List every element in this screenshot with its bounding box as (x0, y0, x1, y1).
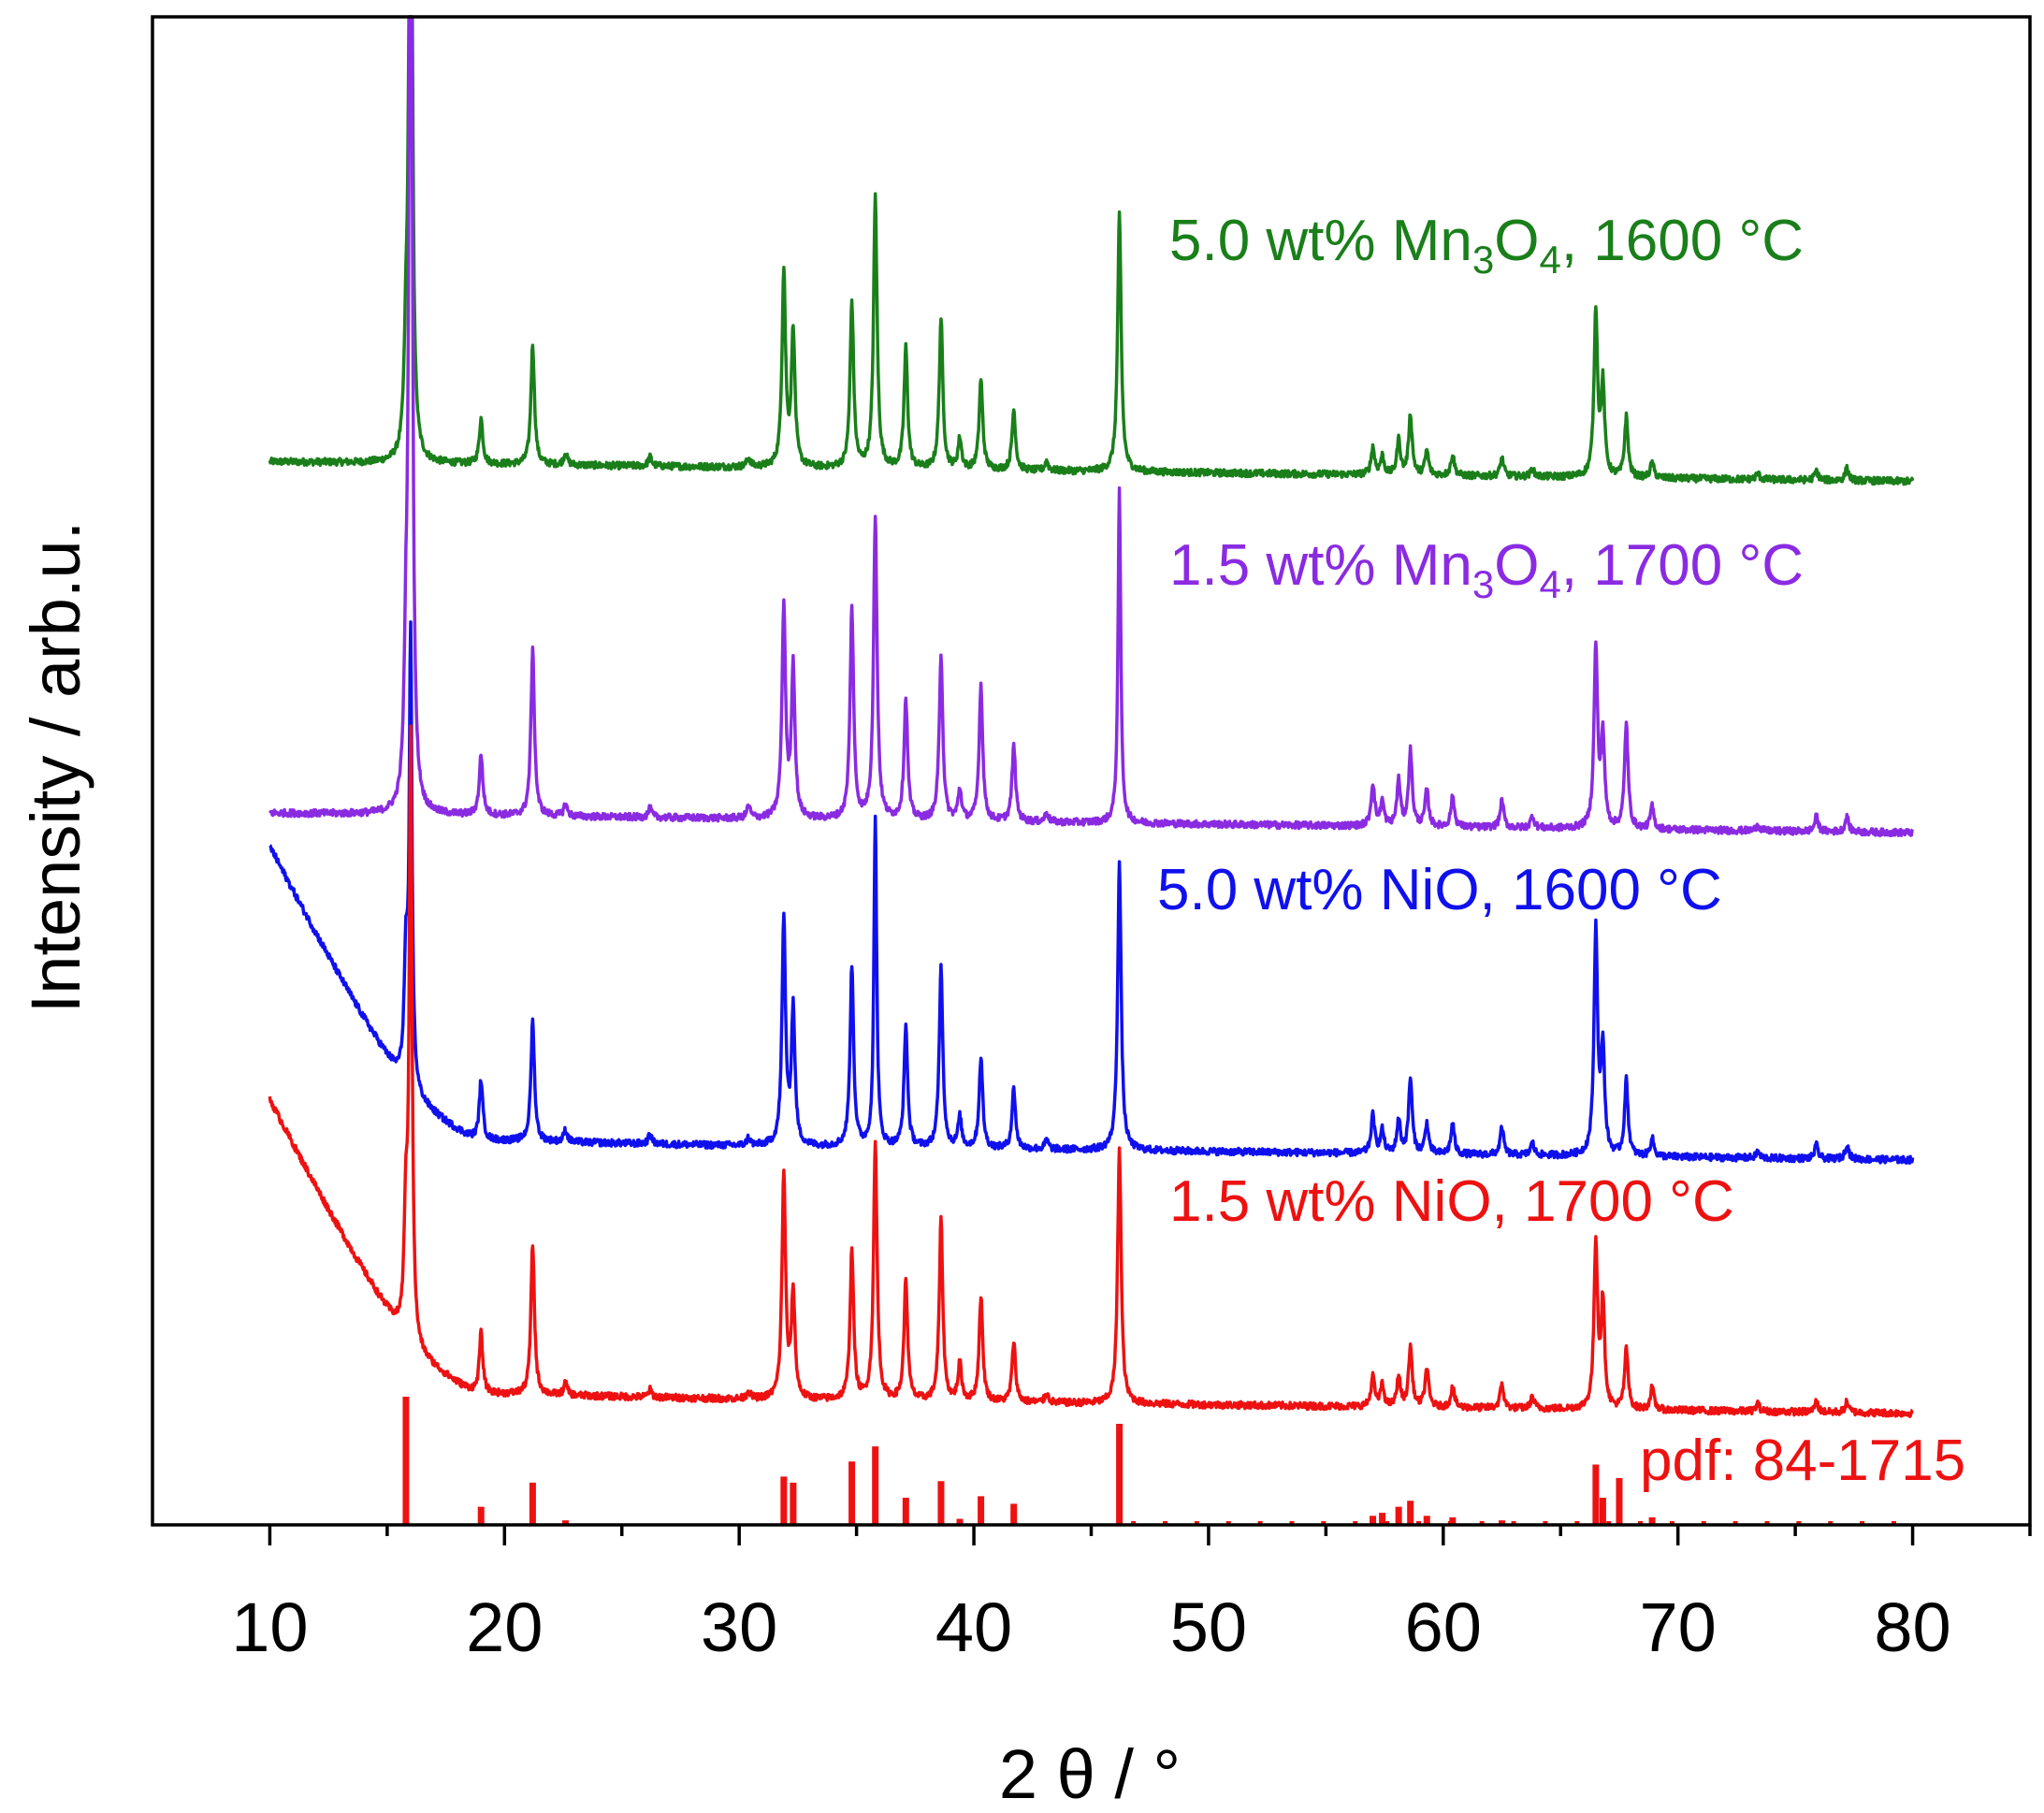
y-axis-title: Intensity / arb.u. (17, 521, 94, 1014)
series-line-3 (268, 724, 1914, 1418)
label-text: 1.5 wt% NiO, 1700 °C (1169, 1169, 1734, 1234)
x-tick-label-10: 10 (231, 1588, 308, 1666)
x-tick-label-20: 20 (466, 1588, 543, 1666)
label-text: O (1494, 209, 1539, 273)
series-label-3: 1.5 wt% NiO, 1700 °C (1169, 1169, 1734, 1234)
label-text: , 1700 °C (1561, 533, 1804, 598)
reference-label: pdf: 84-1715 (1640, 1429, 1965, 1493)
x-tick-label-70: 70 (1640, 1588, 1717, 1666)
x-tick-label-60: 60 (1405, 1588, 1482, 1666)
series-line-2 (268, 620, 1915, 1166)
label-text: , 1600 °C (1561, 209, 1804, 273)
x-tick-label-40: 40 (935, 1588, 1012, 1666)
series-label-2: 5.0 wt% NiO, 1600 °C (1157, 858, 1722, 922)
label-subscript: 3 (1472, 238, 1494, 282)
x-tick-label-80: 80 (1874, 1588, 1950, 1666)
series-line-0 (268, 15, 1915, 486)
label-text: O (1494, 533, 1539, 598)
series-labels: 5.0 wt% Mn3O4, 1600 °C1.5 wt% Mn3O4, 170… (1157, 209, 1965, 1493)
x-tick-label-50: 50 (1170, 1588, 1247, 1666)
x-axis: 10 20 30 40 50 60 70 80 (231, 1525, 2032, 1666)
x-tick-label-30: 30 (701, 1588, 777, 1666)
label-subscript: 4 (1540, 562, 1561, 606)
label-text: 5.0 wt% Mn (1169, 209, 1472, 273)
label-subscript: 3 (1472, 562, 1494, 606)
label-text: 1.5 wt% Mn (1169, 533, 1472, 598)
x-axis-title: 2 θ / ° (999, 1735, 1181, 1813)
series-label-0: 5.0 wt% Mn3O4, 1600 °C (1169, 209, 1804, 282)
series-line-1 (268, 15, 1915, 837)
label-text: 5.0 wt% NiO, 1600 °C (1157, 858, 1722, 922)
reference-layer (402, 1396, 1896, 1525)
series-label-1: 1.5 wt% Mn3O4, 1700 °C (1169, 533, 1804, 606)
series-layer (268, 15, 1915, 1418)
label-subscript: 4 (1540, 238, 1561, 282)
